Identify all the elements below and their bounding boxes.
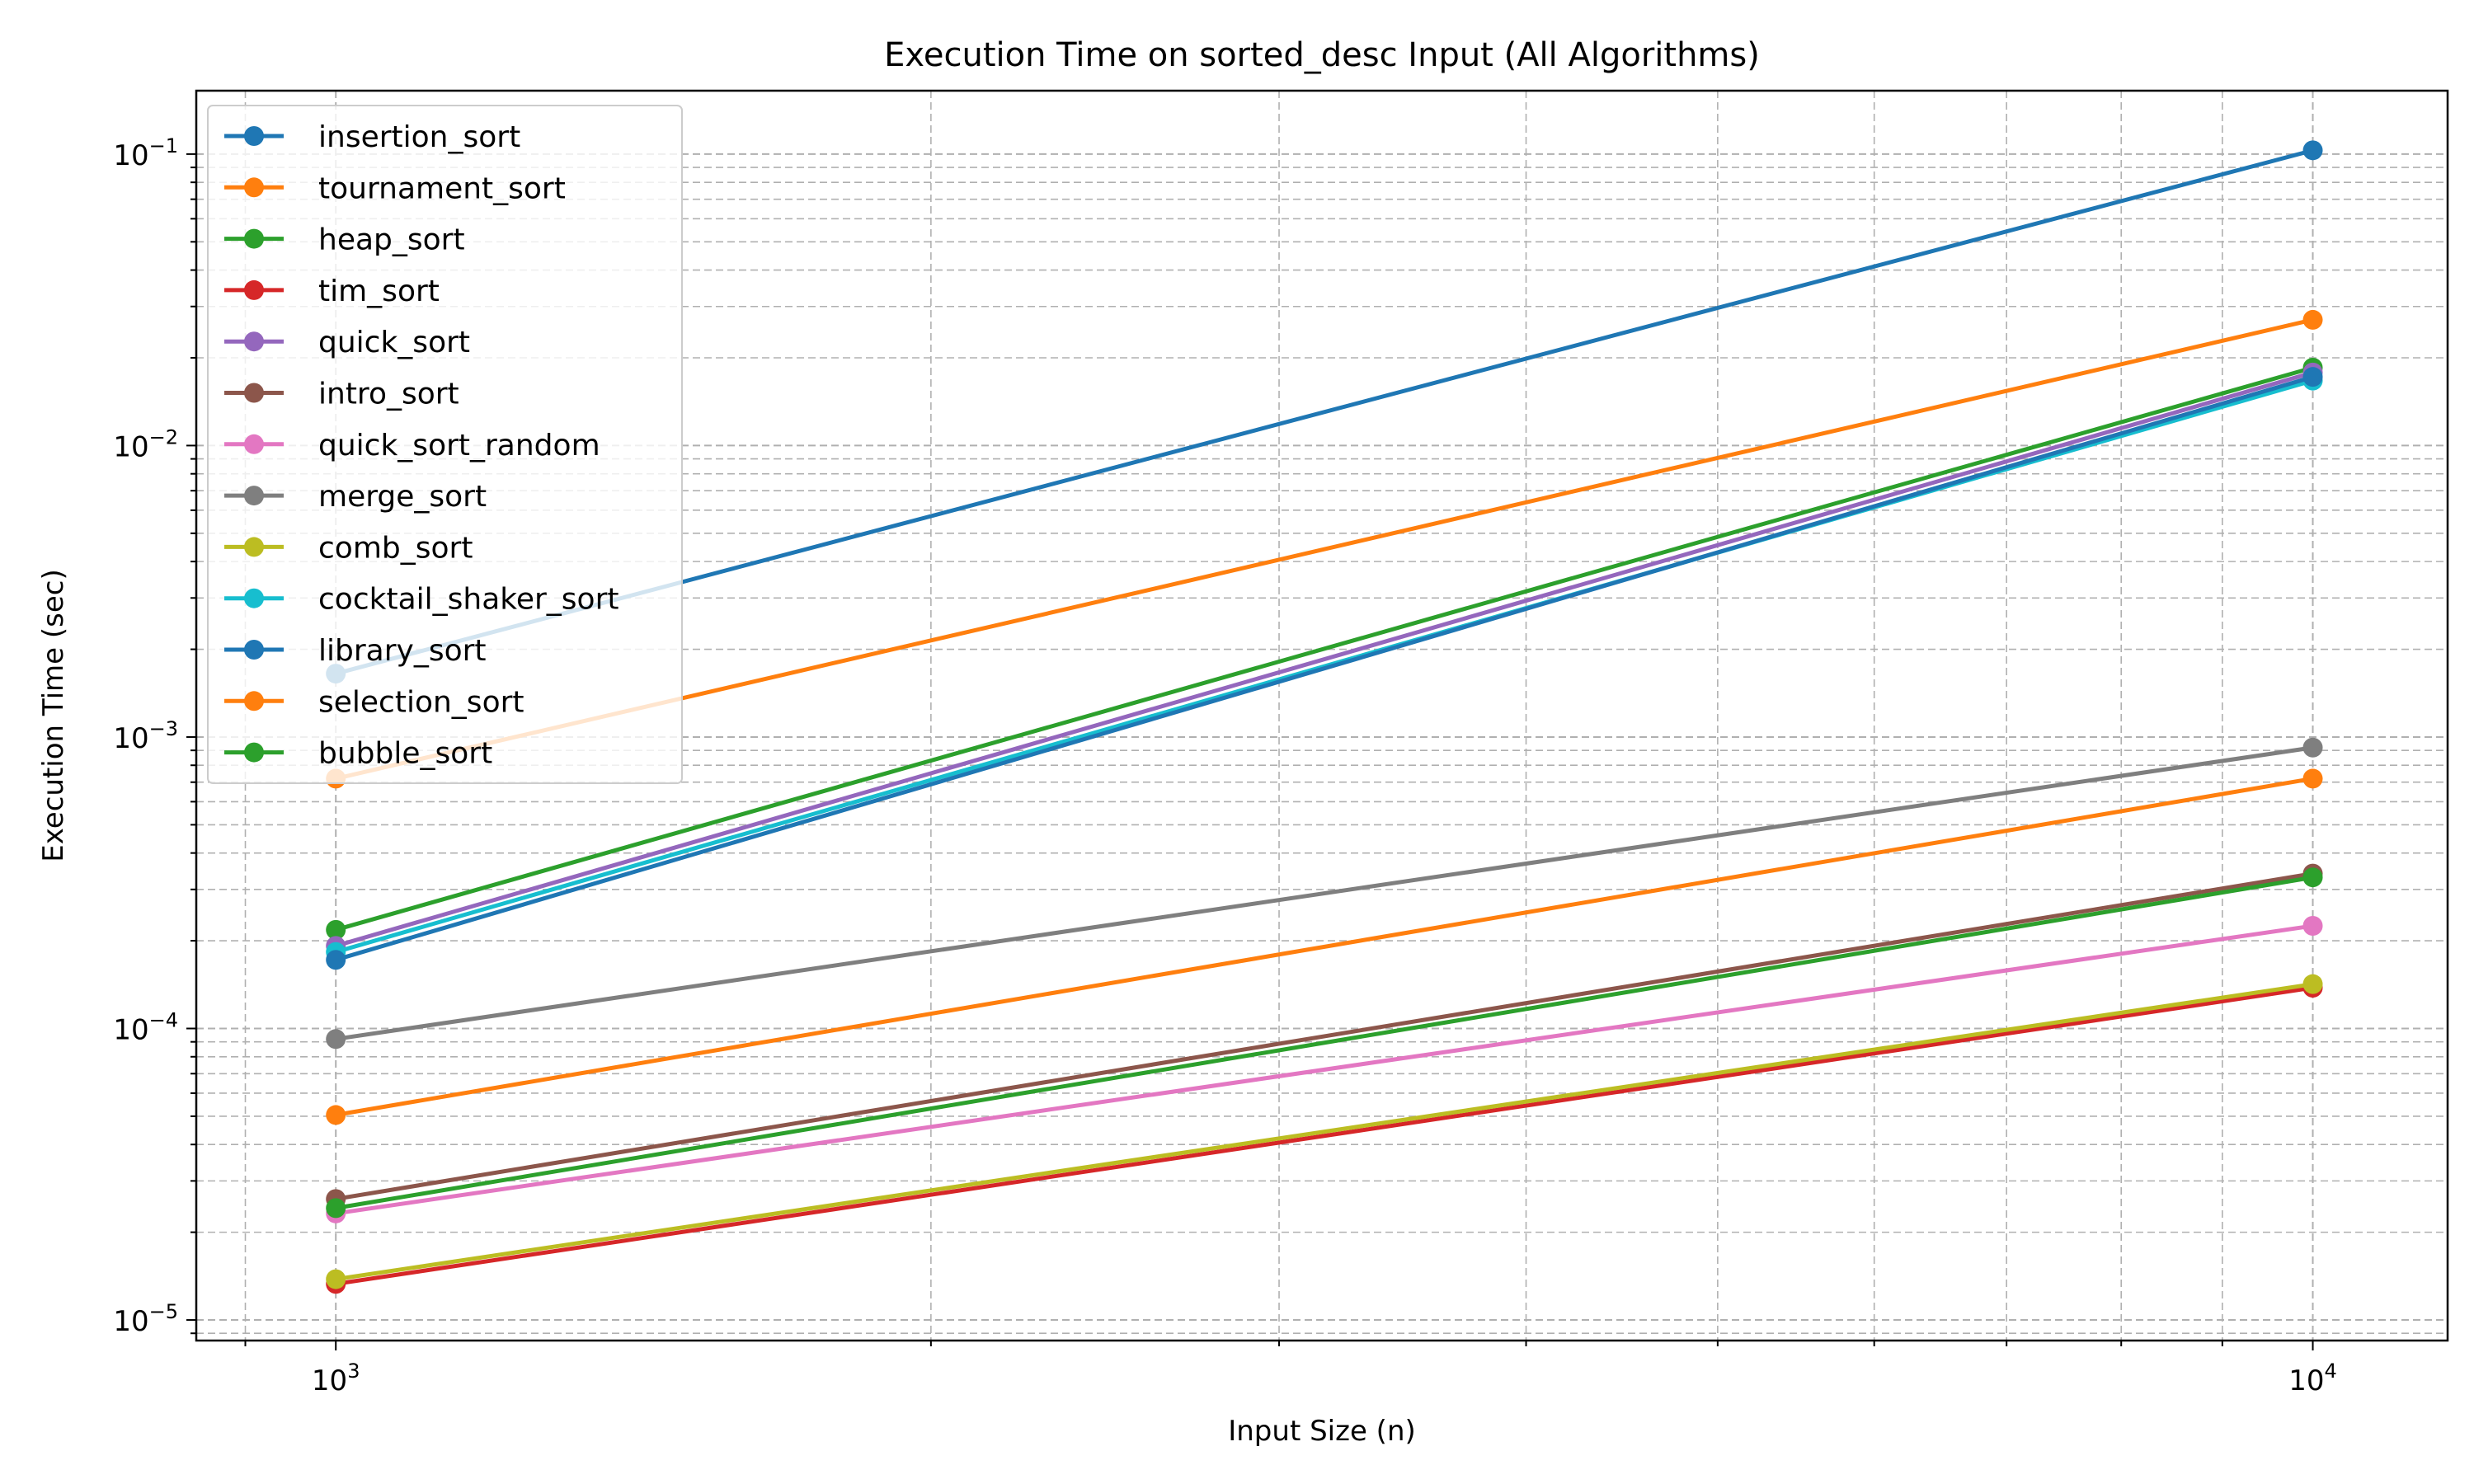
- legend-entry: bubble_sort: [224, 737, 492, 771]
- legend-entry: quick_sort: [224, 326, 470, 359]
- series-comb-sort: [326, 974, 2323, 1289]
- legend-entry: quick_sort_random: [224, 429, 600, 463]
- legend-label: tim_sort: [318, 275, 440, 308]
- legend-swatch-marker: [244, 279, 264, 300]
- series-selection-sort: [326, 768, 2323, 1125]
- y-tick-label: 10−3: [113, 717, 178, 755]
- legend-swatch-marker: [244, 228, 264, 249]
- data-point: [2302, 309, 2323, 330]
- y-tick-label: 10−5: [113, 1300, 178, 1338]
- legend-box: [207, 105, 683, 784]
- series-line: [335, 374, 2314, 962]
- legend-label: comb_sort: [318, 531, 473, 565]
- legend-entry: cocktail_shaker_sort: [224, 583, 618, 617]
- legend-swatch-marker: [244, 640, 264, 660]
- y-tick-label: 10−4: [113, 1009, 178, 1047]
- ticks: 103 104 10−5 10−4 10−3 10−2 10−1: [113, 134, 2336, 1397]
- series-line: [335, 875, 2313, 1210]
- x-tick-label: 103: [312, 1360, 360, 1397]
- series-merge-sort: [326, 737, 2323, 1050]
- data-point: [2302, 367, 2323, 387]
- data-point: [326, 1198, 346, 1219]
- legend-label: library_sort: [318, 634, 487, 668]
- series-line: [335, 745, 2313, 1041]
- legend-swatch-marker: [244, 588, 264, 608]
- legend-label: bubble_sort: [318, 737, 492, 771]
- legend-swatch-marker: [244, 177, 264, 198]
- legend-label: heap_sort: [318, 223, 465, 257]
- y-tick-label: 10−2: [113, 425, 178, 463]
- data-point: [326, 919, 346, 940]
- series-line: [335, 982, 2313, 1282]
- x-tick-label: 104: [2288, 1360, 2337, 1397]
- series-line: [335, 365, 2314, 932]
- legend-swatch-marker: [244, 486, 264, 506]
- legend-swatch-marker: [244, 383, 264, 403]
- data-point: [326, 1105, 346, 1125]
- legend-label: merge_sort: [318, 480, 487, 514]
- series-bubble-sort: [326, 867, 2323, 1219]
- legend-entry: merge_sort: [224, 480, 487, 514]
- legend-swatch-marker: [244, 537, 264, 557]
- legend-swatch-marker: [244, 742, 264, 763]
- data-point: [326, 1269, 346, 1289]
- legend-label: quick_sort_random: [318, 429, 600, 463]
- legend-swatch-marker: [244, 691, 264, 711]
- legend-entry: heap_sort: [224, 223, 465, 257]
- plot-frame: [195, 89, 2449, 1342]
- legend-entry: comb_sort: [224, 531, 473, 565]
- legend-entry: insertion_sort: [224, 120, 520, 154]
- grid: [196, 91, 2448, 1341]
- legend-entry: selection_sort: [224, 685, 524, 719]
- legend-entry: intro_sort: [224, 378, 459, 411]
- legend-swatch-marker: [244, 331, 264, 352]
- legend-swatch-marker: [244, 126, 264, 146]
- chart-title: Execution Time on sorted_desc Input (All…: [884, 36, 1760, 74]
- legend-label: insertion_sort: [318, 120, 520, 154]
- legend: insertion_sort tournament_sort heap_sortti…: [207, 105, 683, 784]
- data-point: [326, 950, 346, 970]
- y-tick-label: 10−1: [113, 134, 178, 172]
- data-point: [2302, 737, 2323, 758]
- series-line: [335, 985, 2313, 1286]
- legend-label: selection_sort: [318, 685, 524, 719]
- data-point: [2302, 867, 2323, 888]
- data-point: [2302, 915, 2323, 936]
- series-line: [335, 871, 2313, 1201]
- x-axis-label: Input Size (n): [1228, 1415, 1416, 1448]
- series-layer: [326, 140, 2323, 1294]
- legend-label: cocktail_shaker_sort: [318, 583, 618, 617]
- legend-label: quick_sort: [318, 326, 470, 359]
- legend-entry: library_sort: [224, 634, 487, 668]
- series-line: [335, 923, 2313, 1216]
- legend-label: tournament_sort: [318, 171, 566, 205]
- data-point: [2302, 140, 2323, 161]
- legend-label: intro_sort: [318, 378, 459, 411]
- data-point: [2302, 974, 2323, 994]
- data-point: [326, 1029, 346, 1050]
- legend-entry: tournament_sort: [224, 171, 566, 205]
- series-library-sort: [326, 367, 2323, 970]
- y-axis-label: Execution Time (sec): [37, 569, 70, 862]
- series-line: [335, 370, 2314, 948]
- legend-entry: tim_sort: [224, 275, 440, 308]
- series-line: [335, 776, 2313, 1117]
- legend-swatch-marker: [244, 434, 264, 454]
- data-point: [2302, 768, 2323, 789]
